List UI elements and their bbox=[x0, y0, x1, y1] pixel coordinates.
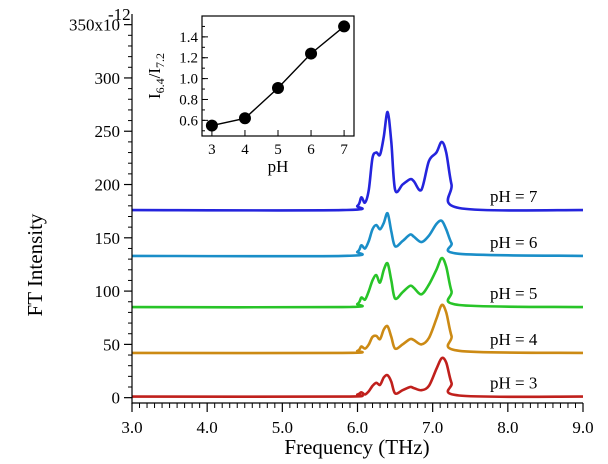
main-plot: pH = 3 pH = 4 pH = 5 pH = 6 pH = 7 0 50 100 150… bbox=[23, 5, 594, 459]
inset-point-4 bbox=[305, 47, 318, 60]
inset-y-axis-title: I6.4/I7.2 bbox=[145, 53, 167, 99]
main-axes: 0 50 100 150 200 250 300 350x10 3.0 4.0 5.0 6.0 7.0 8… bbox=[69, 14, 594, 437]
series-label-1: pH = 3 bbox=[490, 374, 537, 393]
series-line-3 bbox=[131, 256, 584, 309]
inset-y-tick-label-0: 0.6 bbox=[179, 113, 198, 129]
series-line-2 bbox=[131, 303, 584, 355]
series-label-2: pH = 4 bbox=[490, 330, 538, 349]
inset-background bbox=[202, 16, 354, 136]
inset-y-tick-label-3: 1.2 bbox=[179, 51, 198, 67]
inset-x-tick-label-2: 5 bbox=[274, 142, 282, 158]
series-labels: pH = 3 pH = 4 pH = 5 pH = 6 pH = 7 bbox=[490, 187, 538, 393]
x-tick-label-5: 8.0 bbox=[497, 418, 518, 437]
series-line-1 bbox=[131, 356, 584, 399]
inset-y-tick-label-2: 1.0 bbox=[179, 72, 198, 88]
inset-y-tick-label-1: 0.8 bbox=[179, 92, 198, 108]
inset-x-axis-title: pH bbox=[268, 157, 289, 176]
y-axis-exponent: -12 bbox=[108, 5, 131, 24]
inset-point-5 bbox=[338, 20, 351, 33]
x-tick-label-0: 3.0 bbox=[121, 418, 142, 437]
y-tick-label-5: 250 bbox=[95, 122, 121, 141]
y-tick-label-3: 150 bbox=[95, 229, 121, 248]
inset-y-tick-label-4: 1.4 bbox=[179, 30, 198, 46]
inset-axes: 0.6 0.8 1.0 1.2 1.4 3 4 5 6 7 bbox=[179, 15, 355, 158]
inset-series bbox=[205, 20, 351, 132]
inset-x-tick-label-1: 4 bbox=[241, 142, 249, 158]
y-axis-title: FT Intensity bbox=[23, 213, 47, 316]
y-tick-label-0: 0 bbox=[112, 389, 121, 408]
series-layer bbox=[131, 110, 584, 399]
inset-y-title-sub1: 6.4 bbox=[153, 78, 167, 93]
series-label-3: pH = 5 bbox=[490, 284, 537, 303]
x-tick-label-1: 4.0 bbox=[197, 418, 218, 437]
x-tick-label-2: 5.0 bbox=[272, 418, 293, 437]
inset-x-tick-label-3: 6 bbox=[307, 142, 315, 158]
y-tick-label-2: 100 bbox=[95, 282, 121, 301]
x-axis-title: Frequency (THz) bbox=[284, 435, 429, 459]
inset-point-2 bbox=[238, 112, 251, 125]
series-label-5: pH = 7 bbox=[490, 187, 538, 206]
series-label-4: pH = 6 bbox=[490, 233, 537, 252]
y-tick-label-1: 50 bbox=[103, 335, 120, 354]
x-tick-label-6: 9.0 bbox=[572, 418, 593, 437]
y-tick-label-7: 350x10 bbox=[69, 16, 120, 35]
inset-x-tick-label-4: 7 bbox=[340, 142, 348, 158]
inset-point-1 bbox=[205, 119, 218, 132]
inset-x-tick-label-0: 3 bbox=[208, 142, 216, 158]
x-tick-label-3: 6.0 bbox=[347, 418, 368, 437]
y-tick-label-6: 300 bbox=[95, 69, 121, 88]
inset-chart: 0.6 0.8 1.0 1.2 1.4 3 4 5 6 7 pH I6.4/I7.2 bbox=[145, 15, 355, 176]
y-tick-label-4: 200 bbox=[95, 176, 121, 195]
x-tick-label-4: 7.0 bbox=[422, 418, 443, 437]
series-line-5 bbox=[131, 110, 584, 212]
inset-point-3 bbox=[272, 82, 284, 94]
inset-y-title-slash: /I bbox=[145, 68, 164, 79]
inset-y-title-main: I bbox=[145, 93, 164, 99]
inset-y-title-sub2: 7.2 bbox=[153, 53, 167, 68]
series-line-4 bbox=[131, 211, 584, 258]
